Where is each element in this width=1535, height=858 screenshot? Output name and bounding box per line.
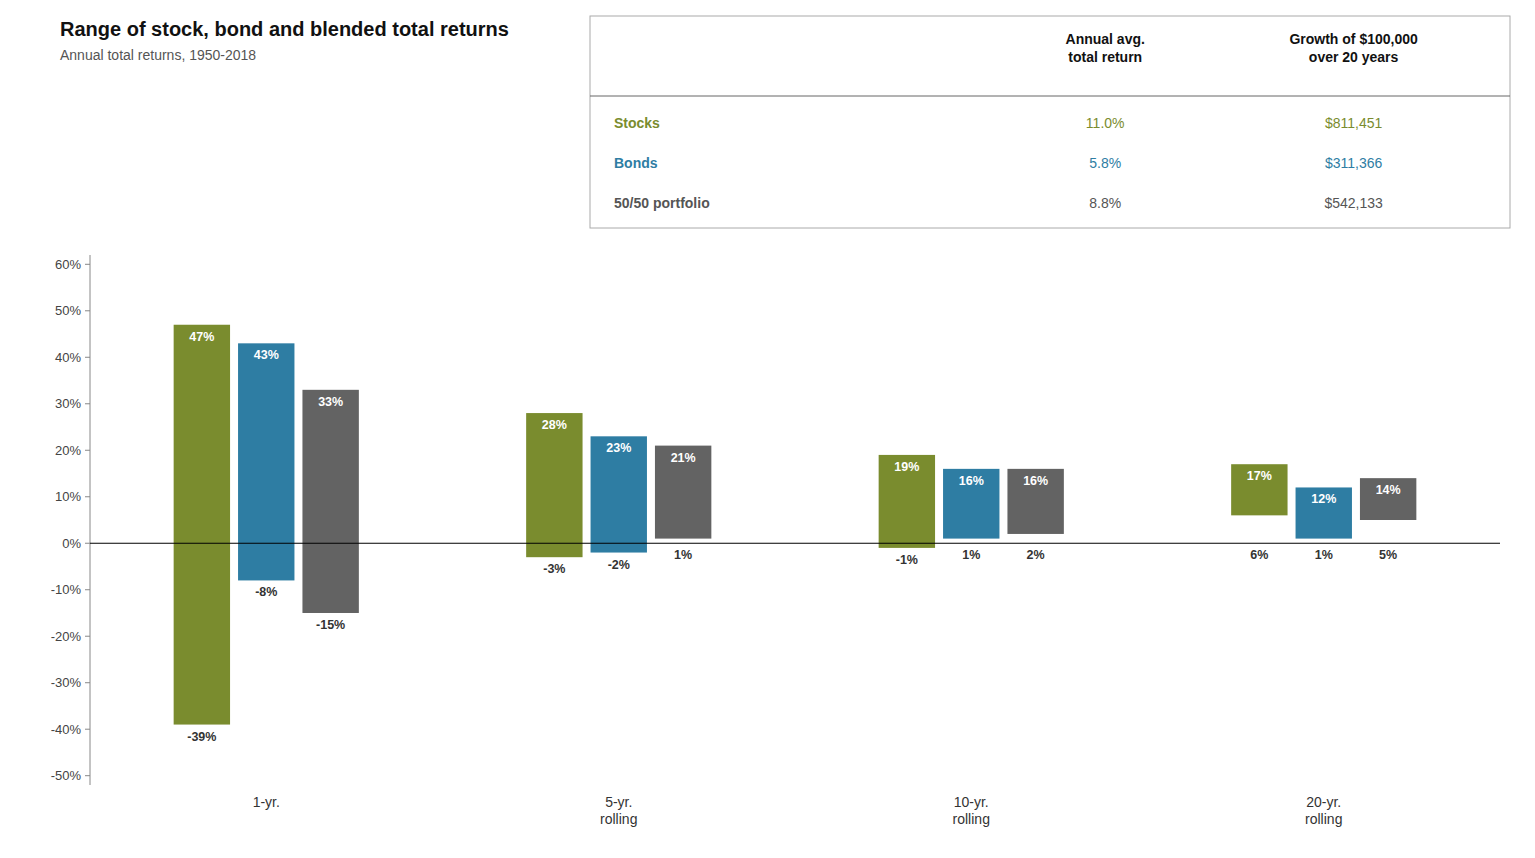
x-tick-label: 20-yr.rolling — [1305, 794, 1342, 827]
table-cell: 8.8% — [1089, 195, 1121, 211]
page: {"chart_data": { "type": "bar", "title":… — [0, 0, 1535, 858]
y-tick — [85, 403, 90, 404]
text-line: rolling — [953, 811, 990, 827]
high-label: 28% — [542, 418, 567, 432]
high-label: 16% — [1023, 474, 1048, 488]
range-bar — [1007, 469, 1063, 534]
y-tick-label: 40% — [55, 350, 81, 365]
y-tick — [85, 264, 90, 265]
text-line: 10-yr. — [954, 794, 989, 810]
text-line: 20-yr. — [1306, 794, 1341, 810]
zero-line — [90, 543, 1500, 544]
y-tick — [85, 543, 90, 544]
y-tick-label: 0% — [62, 536, 81, 551]
table-cell: 5.8% — [1089, 155, 1121, 171]
table-cell: $542,133 — [1324, 195, 1383, 211]
y-tick-label: 30% — [55, 396, 81, 411]
text-line: Growth of $100,000 — [1289, 31, 1418, 47]
table-row-label: Stocks — [614, 115, 660, 131]
text-line: Annual avg. — [1066, 31, 1145, 47]
chart: Range of stock, bond and blended total r… — [0, 0, 1535, 858]
text-line: 1-yr. — [253, 794, 280, 810]
data-labels: 47% -39% 28% -3% 19% -1% 17% 6% 43% -8% 23% -2% 16% 1… — [187, 330, 1400, 744]
y-tick — [85, 682, 90, 683]
text-line: over 20 years — [1309, 49, 1399, 65]
low-label: -8% — [255, 585, 277, 599]
low-label: 2% — [1027, 548, 1045, 562]
range-bar — [1360, 478, 1416, 520]
low-label: -3% — [543, 562, 565, 576]
low-label: 1% — [1315, 548, 1333, 562]
y-axis: -50% -40% -30% -20% -10% 0% 10% 20% 30% 40% 50% 60% — [51, 255, 90, 785]
low-label: -2% — [608, 558, 630, 572]
low-label: -15% — [316, 618, 345, 632]
text-line: rolling — [600, 811, 637, 827]
title: Range of stock, bond and blended total r… — [60, 18, 509, 40]
y-tick — [85, 589, 90, 590]
range-bar — [879, 455, 935, 548]
y-tick — [85, 450, 90, 451]
subtitle: Annual total returns, 1950-2018 — [60, 47, 256, 63]
table-header: Annual avg. total return — [1066, 31, 1145, 65]
y-tick-label: -10% — [51, 582, 82, 597]
y-tick-label: -40% — [51, 722, 82, 737]
low-label: -39% — [187, 730, 216, 744]
x-tick-label: 5-yr.rolling — [600, 794, 637, 827]
low-label: -1% — [896, 553, 918, 567]
range-bar — [1231, 464, 1287, 515]
high-label: 47% — [189, 330, 214, 344]
low-label: 1% — [962, 548, 980, 562]
y-tick — [85, 496, 90, 497]
y-tick — [85, 357, 90, 358]
low-label: 1% — [674, 548, 692, 562]
y-axis-line — [90, 255, 91, 785]
text-line: 5-yr. — [605, 794, 632, 810]
y-tick-label: 60% — [55, 257, 81, 272]
table-cell: $311,366 — [1325, 155, 1383, 171]
text-line: rolling — [1305, 811, 1342, 827]
table-header: Growth of $100,000 over 20 years — [1289, 31, 1418, 65]
y-tick-label: -20% — [51, 629, 82, 644]
high-label: 17% — [1247, 469, 1272, 483]
high-label: 43% — [254, 348, 279, 362]
table-cell: 11.0% — [1086, 115, 1125, 131]
low-label: 5% — [1379, 548, 1397, 562]
range-bar — [174, 325, 230, 725]
bars — [174, 325, 1417, 725]
range-bar — [591, 436, 647, 552]
range-bar — [1296, 487, 1352, 538]
range-bar — [526, 413, 582, 557]
y-tick — [85, 636, 90, 637]
range-bar — [655, 446, 711, 539]
y-tick-label: -30% — [51, 675, 82, 690]
y-tick-label: -50% — [51, 768, 82, 783]
high-label: 12% — [1311, 492, 1336, 506]
y-tick-label: 10% — [55, 489, 81, 504]
y-tick-label: 20% — [55, 443, 81, 458]
x-tick-label: 1-yr. — [253, 794, 280, 810]
table-cell: $811,451 — [1325, 115, 1383, 131]
x-tick-label: 10-yr.rolling — [953, 794, 990, 827]
high-label: 33% — [318, 395, 343, 409]
range-bar — [302, 390, 358, 613]
table-row-label: 50/50 portfolio — [614, 195, 710, 211]
table-divider — [590, 96, 1510, 97]
table-border — [590, 16, 1510, 228]
y-tick — [85, 775, 90, 776]
x-axis: 1-yr.5-yr.rolling10-yr.rolling20-yr.roll… — [253, 794, 1343, 827]
text-line: total return — [1068, 49, 1142, 65]
y-tick — [85, 310, 90, 311]
high-label: 16% — [959, 474, 984, 488]
range-bar — [238, 343, 294, 580]
table-row-label: Bonds — [614, 155, 658, 171]
range-bar — [943, 469, 999, 539]
table: Annual avg. total return Growth of $100,00… — [590, 16, 1510, 228]
low-label: 6% — [1250, 548, 1268, 562]
high-label: 14% — [1376, 483, 1401, 497]
y-tick — [85, 729, 90, 730]
high-label: 19% — [894, 460, 919, 474]
high-label: 23% — [606, 441, 631, 455]
y-tick-label: 50% — [55, 303, 81, 318]
high-label: 21% — [671, 451, 696, 465]
